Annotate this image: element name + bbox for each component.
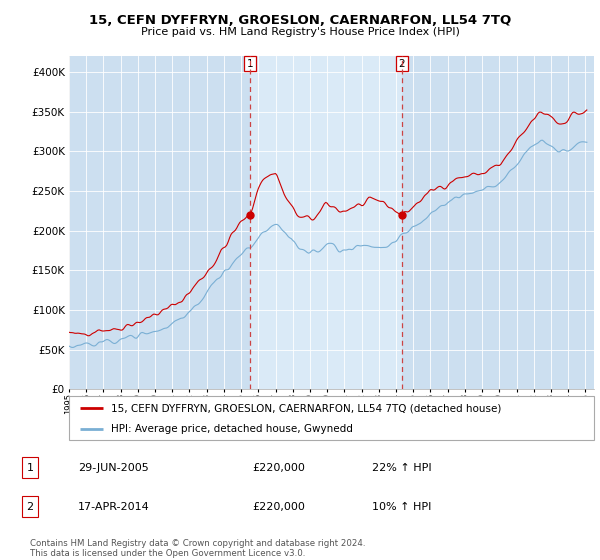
Text: 22% ↑ HPI: 22% ↑ HPI <box>372 463 431 473</box>
Text: 15, CEFN DYFFRYN, GROESLON, CAERNARFON, LL54 7TQ: 15, CEFN DYFFRYN, GROESLON, CAERNARFON, … <box>89 14 511 27</box>
Text: 1: 1 <box>26 463 34 473</box>
Text: 17-APR-2014: 17-APR-2014 <box>78 502 150 512</box>
Text: Price paid vs. HM Land Registry's House Price Index (HPI): Price paid vs. HM Land Registry's House … <box>140 27 460 37</box>
Text: HPI: Average price, detached house, Gwynedd: HPI: Average price, detached house, Gwyn… <box>111 424 353 433</box>
Text: 29-JUN-2005: 29-JUN-2005 <box>78 463 149 473</box>
Text: 1: 1 <box>247 59 253 69</box>
Bar <box>250 56 402 389</box>
Text: 2: 2 <box>398 59 405 69</box>
Text: 15, CEFN DYFFRYN, GROESLON, CAERNARFON, LL54 7TQ (detached house): 15, CEFN DYFFRYN, GROESLON, CAERNARFON, … <box>111 403 502 413</box>
Text: £220,000: £220,000 <box>252 463 305 473</box>
Text: 10% ↑ HPI: 10% ↑ HPI <box>372 502 431 512</box>
Text: £220,000: £220,000 <box>252 502 305 512</box>
Text: 2: 2 <box>26 502 34 512</box>
Text: Contains HM Land Registry data © Crown copyright and database right 2024.
This d: Contains HM Land Registry data © Crown c… <box>30 539 365 558</box>
